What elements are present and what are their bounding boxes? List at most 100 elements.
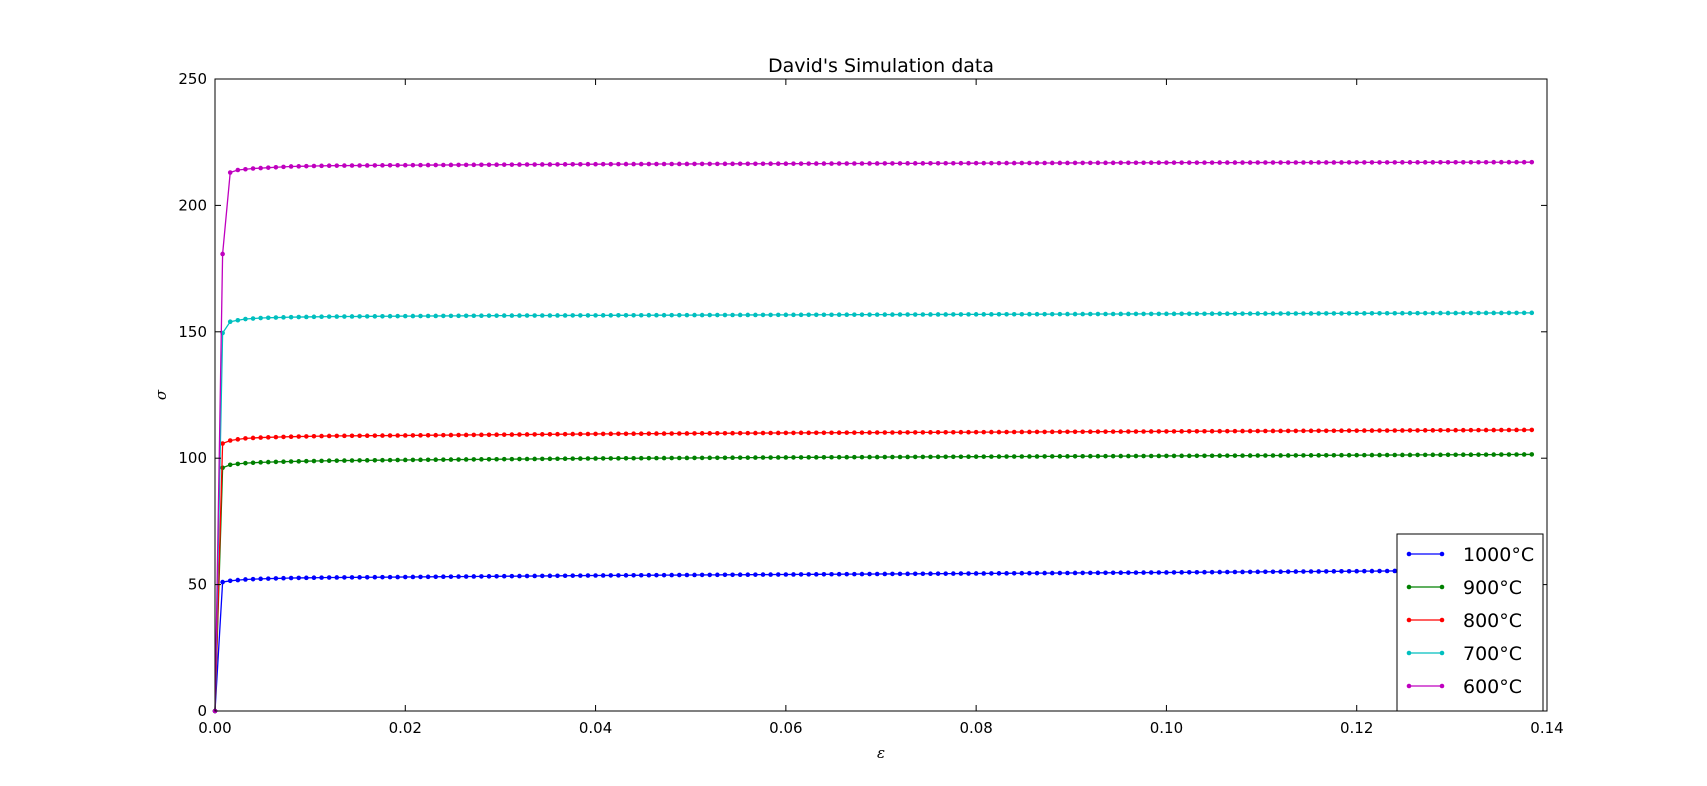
data-point	[547, 456, 553, 462]
data-point	[1407, 310, 1413, 316]
data-point	[829, 454, 834, 460]
data-point	[821, 161, 827, 166]
y-tick-label: 250	[178, 70, 207, 88]
data-point	[737, 312, 743, 318]
data-point	[1506, 427, 1512, 433]
data-point	[791, 572, 796, 577]
data-point	[1209, 453, 1215, 459]
data-point	[1339, 311, 1344, 316]
data-point	[494, 573, 499, 579]
data-point	[235, 461, 241, 467]
data-point	[661, 455, 667, 461]
data-point	[882, 430, 888, 435]
data-point	[387, 313, 393, 319]
data-point	[532, 313, 537, 318]
data-point	[517, 162, 522, 167]
data-point	[616, 431, 621, 437]
data-point	[1217, 311, 1223, 317]
legend-swatch-dot	[1406, 551, 1412, 557]
data-point	[1392, 452, 1398, 458]
data-point	[684, 455, 690, 461]
data-point	[288, 459, 294, 464]
data-point	[380, 574, 385, 580]
data-point	[243, 436, 248, 441]
data-point	[334, 314, 340, 319]
data-point	[1095, 453, 1101, 459]
data-point	[1270, 569, 1276, 575]
data-point	[547, 432, 553, 437]
data-point	[578, 431, 583, 437]
data-point	[395, 457, 400, 463]
data-point	[1057, 160, 1063, 166]
data-point	[288, 434, 294, 440]
data-point	[912, 312, 918, 317]
data-point	[441, 432, 446, 438]
data-point	[760, 455, 766, 460]
data-point	[372, 314, 378, 319]
data-point	[418, 574, 423, 580]
data-point	[890, 571, 895, 577]
data-point	[517, 432, 522, 437]
data-point	[539, 162, 545, 167]
data-point	[1377, 452, 1382, 458]
data-point	[631, 455, 636, 461]
data-point	[943, 429, 948, 435]
data-point	[737, 455, 743, 460]
data-point	[775, 312, 781, 318]
data-point	[1377, 160, 1382, 165]
data-point	[326, 575, 332, 580]
data-point	[989, 571, 994, 576]
data-point	[235, 577, 241, 583]
data-point	[1240, 311, 1245, 316]
data-point	[441, 457, 446, 462]
data-point	[669, 312, 674, 318]
data-point	[722, 572, 728, 578]
data-point	[745, 572, 751, 577]
data-point	[1354, 428, 1360, 433]
data-point	[1445, 160, 1451, 165]
data-point	[715, 455, 720, 461]
data-point	[920, 161, 926, 166]
data-point	[661, 161, 667, 167]
data-point	[1285, 311, 1291, 316]
data-point	[859, 430, 865, 435]
data-point	[1110, 429, 1116, 434]
data-point	[433, 313, 439, 319]
data-point	[1049, 570, 1055, 576]
data-point	[1057, 311, 1063, 317]
data-point	[395, 433, 400, 438]
data-point	[227, 578, 233, 584]
data-point	[966, 429, 971, 435]
data-point	[1004, 454, 1009, 459]
data-point	[684, 431, 690, 436]
series-3	[212, 310, 1535, 714]
data-point	[319, 163, 324, 169]
x-tick-label: 0.12	[1340, 719, 1373, 737]
data-point	[1506, 310, 1512, 316]
data-point	[235, 317, 241, 323]
data-point	[1362, 160, 1367, 165]
data-point	[821, 454, 827, 460]
data-point	[1362, 311, 1367, 316]
data-point	[364, 433, 370, 439]
data-point	[342, 575, 347, 580]
data-point	[989, 312, 994, 317]
data-point	[570, 431, 576, 437]
data-point	[1392, 160, 1398, 165]
data-point	[1080, 429, 1085, 435]
data-point	[669, 161, 674, 167]
data-point	[684, 161, 690, 167]
data-point	[722, 161, 728, 167]
data-point	[1483, 159, 1489, 165]
data-point	[745, 455, 751, 460]
data-point	[1331, 569, 1337, 574]
data-point	[380, 313, 385, 319]
data-point	[273, 315, 279, 320]
data-point	[943, 312, 948, 317]
data-point	[372, 574, 378, 580]
data-point	[1088, 160, 1093, 166]
data-point	[1499, 159, 1504, 165]
data-point	[638, 455, 644, 461]
data-point	[326, 458, 332, 464]
data-point	[692, 572, 697, 578]
